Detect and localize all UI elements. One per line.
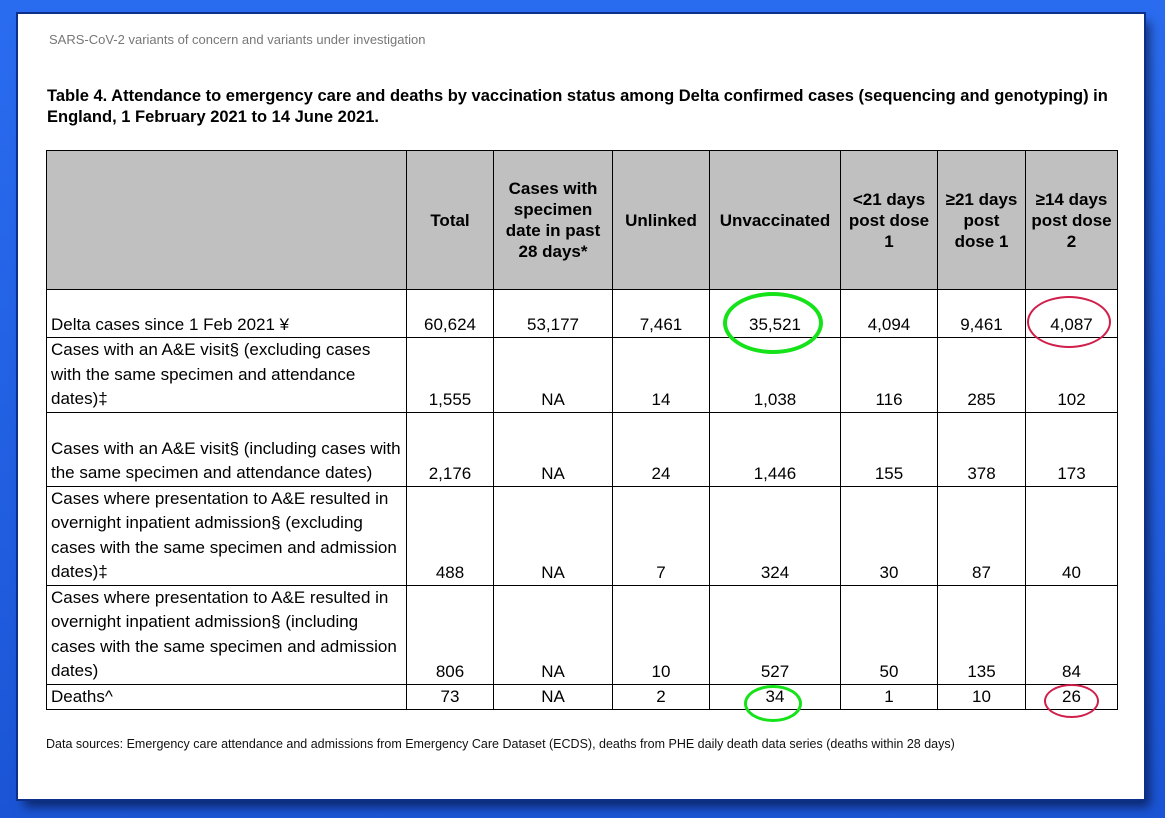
cell-ge14-dose2: 40 xyxy=(1025,485,1118,586)
cell-unlinked: 14 xyxy=(612,337,710,413)
cell-lt21-dose1: 116 xyxy=(840,337,938,413)
header-cell-ge14-dose2: ≥14 days post dose 2 xyxy=(1025,150,1118,290)
cell-past-28-days: NA xyxy=(493,337,613,413)
cell-lt21-dose1: 1 xyxy=(840,683,938,710)
cell-total: 73 xyxy=(406,683,494,710)
document-page: SARS-CoV-2 variants of concern and varia… xyxy=(18,14,1144,799)
header-cell-past-28-days: Cases with specimen date in past 28 days… xyxy=(493,150,613,290)
table-row: Deaths^ 73 NA 2 34 1 10 26 xyxy=(46,683,1118,710)
cell-past-28-days: NA xyxy=(493,584,613,685)
header-cell-ge21-dose1: ≥21 days post dose 1 xyxy=(937,150,1026,290)
row-label: Cases with an A&E visit§ (including case… xyxy=(46,411,407,487)
green-highlight-circle-unvaccinated-cases xyxy=(723,292,823,354)
cell-unlinked: 10 xyxy=(612,584,710,685)
table-row: Cases where presentation to A&E resulted… xyxy=(46,485,1118,586)
cell-unlinked: 7 xyxy=(612,485,710,586)
cell-unvaccinated: 1,446 xyxy=(709,411,841,487)
green-highlight-circle-unvaccinated-deaths xyxy=(744,685,802,722)
cell-unlinked: 24 xyxy=(612,411,710,487)
red-highlight-circle-dose2-deaths xyxy=(1044,684,1099,718)
cell-ge21-dose1: 9,461 xyxy=(937,289,1026,338)
cell-lt21-dose1: 50 xyxy=(840,584,938,685)
cell-ge14-dose2: 84 xyxy=(1025,584,1118,685)
cell-ge21-dose1: 10 xyxy=(937,683,1026,710)
cell-ge14-dose2: 173 xyxy=(1025,411,1118,487)
row-label: Cases where presentation to A&E resulted… xyxy=(46,485,407,586)
cell-unlinked: 2 xyxy=(612,683,710,710)
cell-past-28-days: NA xyxy=(493,485,613,586)
data-sources-note: Data sources: Emergency care attendance … xyxy=(46,737,955,751)
header-cell-unvaccinated: Unvaccinated xyxy=(709,150,841,290)
row-label: Cases with an A&E visit§ (excluding case… xyxy=(46,337,407,413)
cell-unvaccinated: 324 xyxy=(709,485,841,586)
cell-lt21-dose1: 30 xyxy=(840,485,938,586)
table-row: Delta cases since 1 Feb 2021 ¥ 60,624 53… xyxy=(46,289,1118,338)
table-row: Cases where presentation to A&E resulted… xyxy=(46,584,1118,685)
cell-unvaccinated: 527 xyxy=(709,584,841,685)
cell-past-28-days: NA xyxy=(493,683,613,710)
header-cell-unlinked: Unlinked xyxy=(612,150,710,290)
cell-past-28-days: 53,177 xyxy=(493,289,613,338)
running-header: SARS-CoV-2 variants of concern and varia… xyxy=(49,32,426,47)
row-label: Cases where presentation to A&E resulted… xyxy=(46,584,407,685)
cell-total: 60,624 xyxy=(406,289,494,338)
table-caption: Table 4. Attendance to emergency care an… xyxy=(47,87,1108,126)
cell-ge21-dose1: 378 xyxy=(937,411,1026,487)
cell-ge21-dose1: 87 xyxy=(937,485,1026,586)
row-label: Deaths^ xyxy=(46,683,407,710)
cell-total: 488 xyxy=(406,485,494,586)
cell-unlinked: 7,461 xyxy=(612,289,710,338)
cell-total: 806 xyxy=(406,584,494,685)
red-highlight-circle-dose2-cases xyxy=(1027,296,1111,348)
header-cell-label xyxy=(46,150,407,290)
row-label: Delta cases since 1 Feb 2021 ¥ xyxy=(46,289,407,338)
cell-ge21-dose1: 135 xyxy=(937,584,1026,685)
vaccination-status-table: Total Cases with specimen date in past 2… xyxy=(46,150,1118,710)
cell-ge14-dose2: 102 xyxy=(1025,337,1118,413)
cell-past-28-days: NA xyxy=(493,411,613,487)
cell-ge21-dose1: 285 xyxy=(937,337,1026,413)
table-row: Cases with an A&E visit§ (excluding case… xyxy=(46,337,1118,413)
table-row: Cases with an A&E visit§ (including case… xyxy=(46,411,1118,487)
cell-total: 2,176 xyxy=(406,411,494,487)
header-cell-total: Total xyxy=(406,150,494,290)
cell-lt21-dose1: 155 xyxy=(840,411,938,487)
cell-lt21-dose1: 4,094 xyxy=(840,289,938,338)
header-row: Total Cases with specimen date in past 2… xyxy=(46,150,1118,290)
cell-total: 1,555 xyxy=(406,337,494,413)
header-cell-lt21-dose1: <21 days post dose 1 xyxy=(840,150,938,290)
